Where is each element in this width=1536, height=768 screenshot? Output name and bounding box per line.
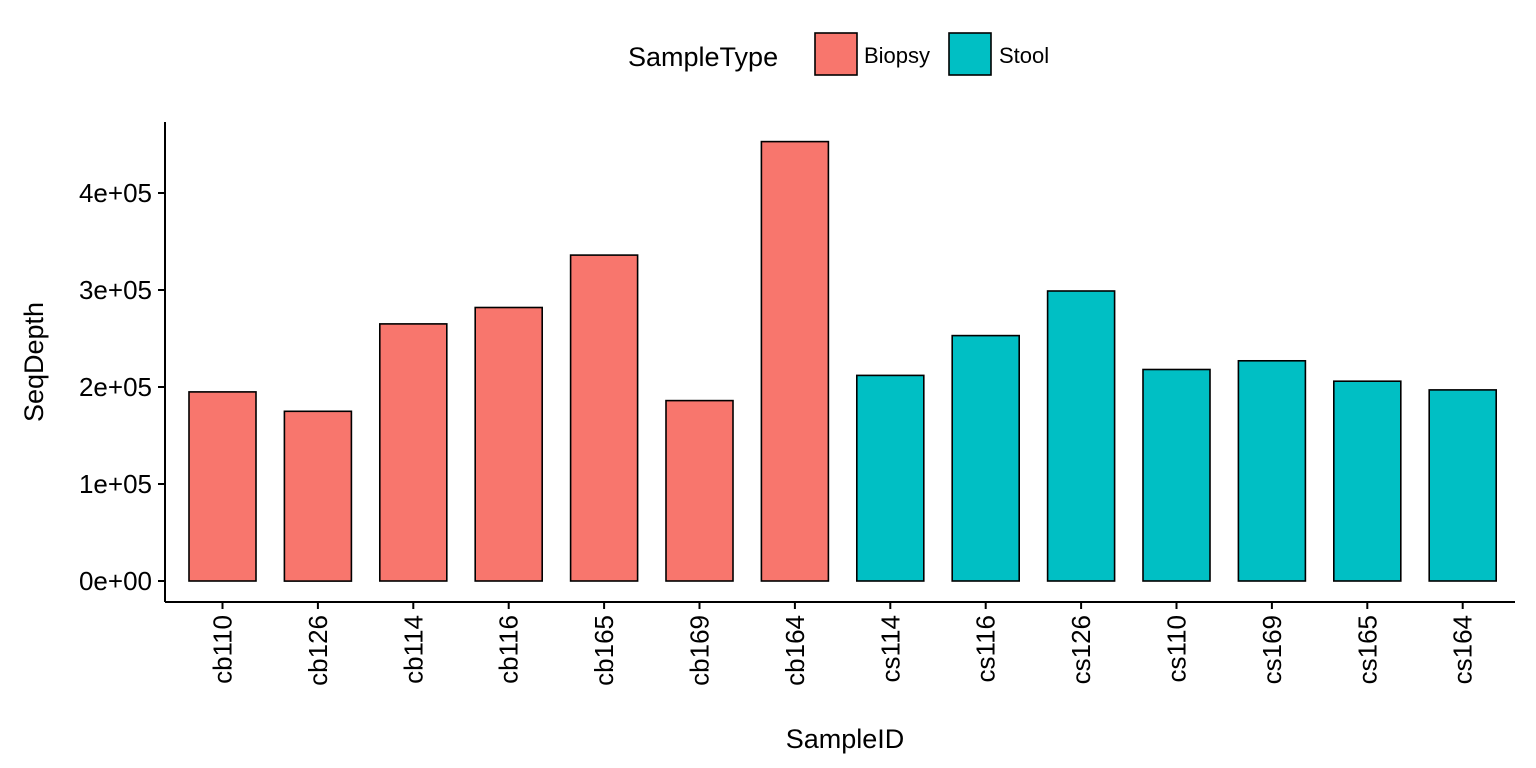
x-axis-title: SampleID (786, 724, 905, 754)
bar-cs164 (1428, 389, 1497, 582)
y-tick-label: 4e+05 (79, 178, 152, 208)
bar-cb164 (760, 140, 830, 582)
bar-cb126 (283, 410, 353, 582)
bar-cb110 (188, 391, 257, 582)
x-tick-label: cb110 (208, 615, 238, 684)
x-tick-label: cb169 (685, 615, 715, 686)
x-tick-label: cb116 (494, 615, 524, 684)
x-tick-label: cb126 (303, 615, 333, 686)
x-tick-label: cs165 (1352, 615, 1382, 684)
x-tick-label: cs126 (1066, 615, 1096, 684)
legend-label-biopsy: Biopsy (864, 43, 930, 68)
y-tick-label: 3e+05 (79, 275, 152, 305)
y-axis-title: SeqDepth (19, 302, 49, 422)
bars (188, 140, 1497, 582)
bar-cs114 (855, 374, 925, 582)
x-tick-label: cb114 (398, 615, 428, 684)
x-axis: cb110 cb126 cb114 cb116 cb165 cb169 cb164 cs114… (165, 601, 1515, 686)
y-axis: 0e+00 1e+05 2e+05 3e+05 4e+05 (79, 122, 166, 602)
x-tick-label: cb165 (589, 615, 619, 686)
legend-label-stool: Stool (999, 43, 1049, 68)
y-tick-label: 1e+05 (79, 469, 152, 499)
bar-cb165 (569, 254, 639, 582)
bar-cs110 (1142, 368, 1211, 582)
x-tick-label: cs164 (1448, 615, 1478, 684)
x-tick-label: cs116 (971, 615, 1001, 682)
legend-key-biopsy (814, 32, 858, 76)
legend: SampleType Biopsy Stool (628, 32, 1049, 76)
legend-title: SampleType (628, 42, 778, 72)
y-tick-label: 2e+05 (79, 372, 152, 402)
x-tick-label: cs169 (1257, 615, 1287, 684)
y-tick-label: 0e+00 (79, 566, 152, 596)
bar-cs165 (1333, 380, 1402, 582)
x-tick-label: cs110 (1162, 615, 1192, 682)
bar-cs126 (1046, 290, 1116, 582)
bar-cb169 (665, 399, 734, 582)
bar-cs169 (1237, 359, 1307, 582)
legend-key-stool (948, 32, 992, 76)
bar-cb114 (378, 323, 448, 582)
x-tick-label: cs114 (875, 615, 905, 682)
bar-cs116 (951, 334, 1021, 582)
x-tick-label: cb164 (780, 615, 810, 686)
bar-cb116 (474, 306, 544, 582)
